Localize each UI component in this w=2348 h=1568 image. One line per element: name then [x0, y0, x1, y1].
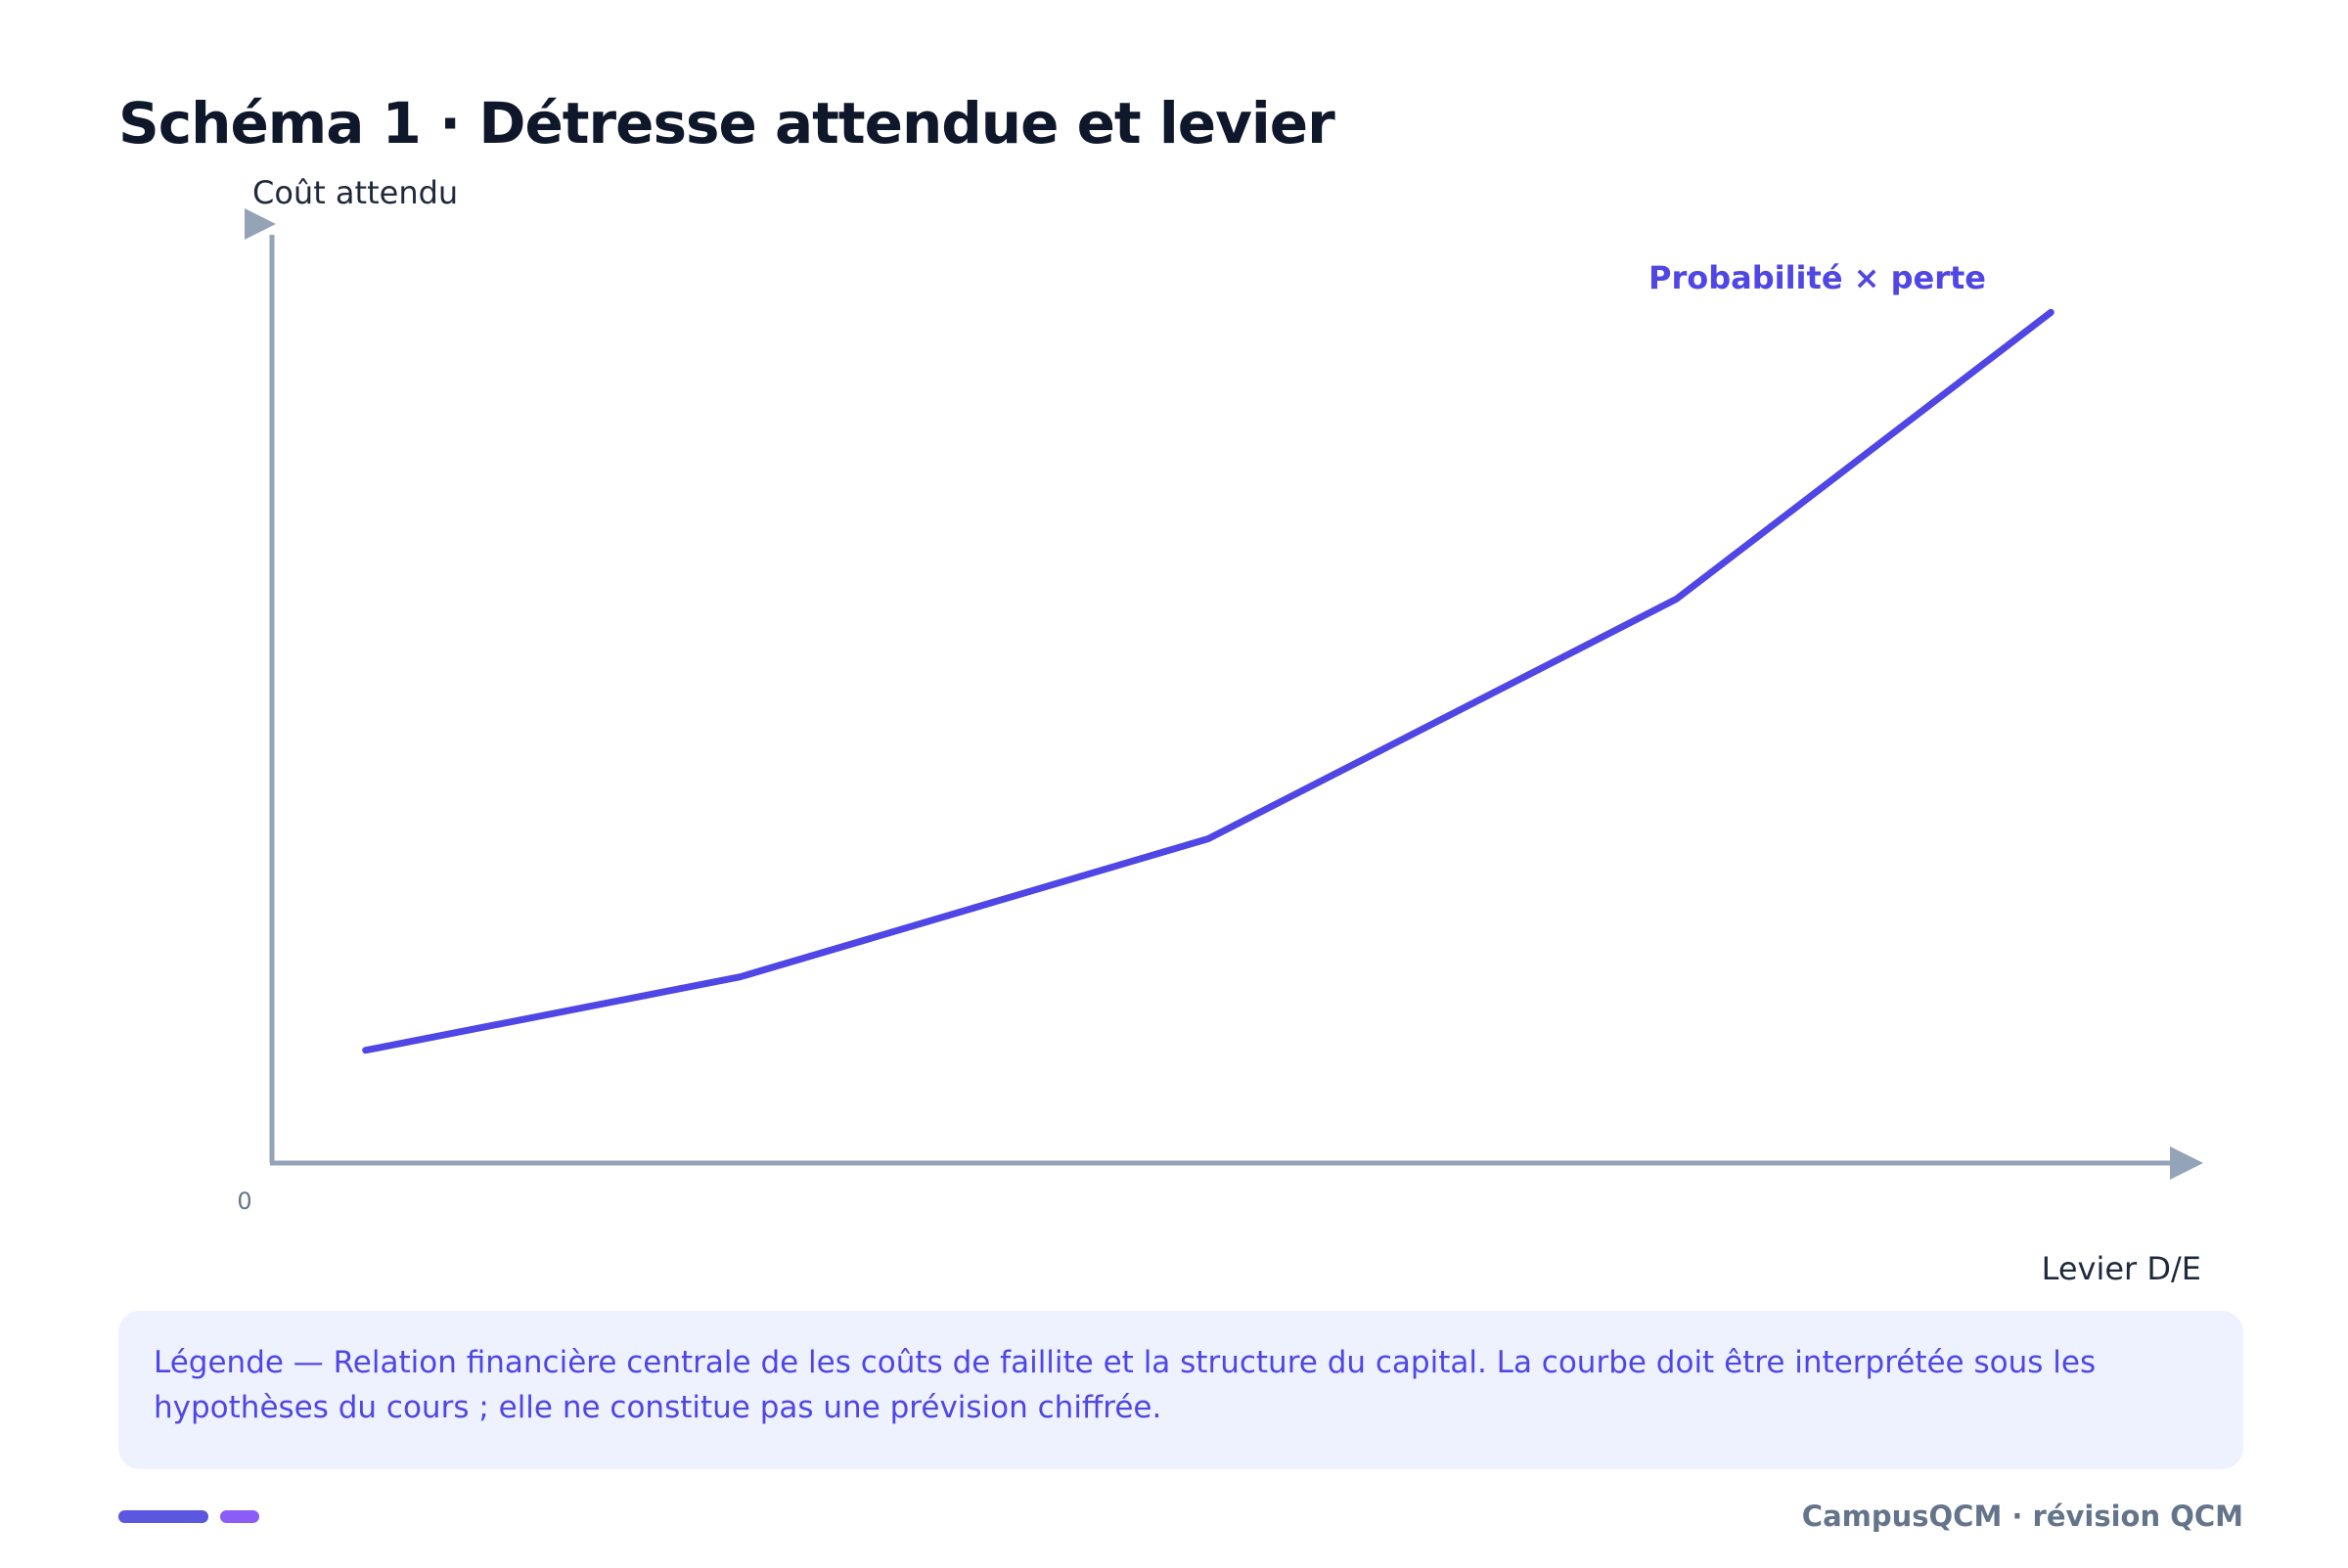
x-axis-arrow — [2170, 1146, 2203, 1180]
y-axis-arrow — [245, 208, 276, 240]
expected-distress-chart: Coût attendu Levier D/E 0 Probabilité × … — [237, 174, 2203, 1287]
footer-accent-bar — [118, 1510, 208, 1523]
y-axis-label: Coût attendu — [252, 174, 458, 211]
page-title: Schéma 1 · Détresse attendue et levier — [118, 90, 1335, 157]
series-line-0 — [362, 308, 2054, 1054]
series-label: Probabilité × perte — [1648, 259, 1986, 296]
footer-accent-bar-secondary — [220, 1510, 259, 1523]
footer-brand: CampusQCM · révision QCM — [1801, 1500, 2243, 1533]
origin-tick-label: 0 — [237, 1187, 251, 1215]
series-layer — [362, 308, 2054, 1054]
chart-caption: Légende — Relation financière centrale d… — [118, 1311, 2243, 1469]
x-axis-label: Levier D/E — [2042, 1250, 2201, 1287]
axes — [245, 208, 2203, 1180]
